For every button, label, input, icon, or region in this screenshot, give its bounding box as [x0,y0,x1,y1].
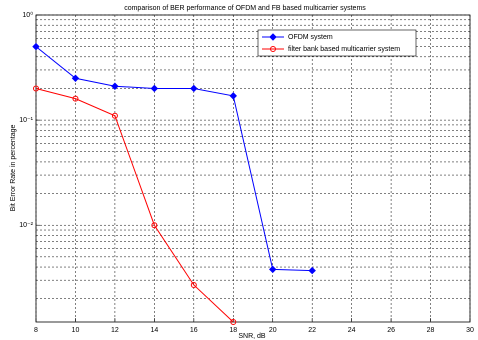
chart-title: comparison of BER performance of OFDM an… [124,5,366,12]
x-tick-label: 24 [348,327,356,334]
x-tick-label: 16 [190,327,198,334]
data-point [72,95,79,102]
x-tick-label: 30 [466,327,474,334]
data-point [190,281,197,288]
legend-box [257,29,417,57]
x-tick-label: 18 [229,327,237,334]
x-tick-label: 26 [387,327,395,334]
y-tick-label: 10⁰ [22,11,33,19]
y-tick-label: 10⁻² [19,222,33,229]
data-point [151,222,158,229]
y-axis-label: Bit Error Rate in percentage [10,125,17,212]
data-point [33,85,39,92]
data-point [230,319,237,325]
legend-marker [270,46,276,52]
data-point [269,265,277,274]
series-line [35,87,234,323]
data-point [71,74,80,82]
x-tick-label: 10 [72,327,80,334]
legend-marker [269,33,277,41]
x-tick-label: 20 [269,327,277,334]
x-tick-label: 12 [111,327,119,334]
x-tick-label: 14 [150,327,158,334]
data-point [308,266,316,275]
legend-label: filter bank based multicarrier system [288,46,400,53]
x-tick-label: 22 [308,327,316,334]
x-axis-label: SNR, dB [238,333,266,340]
data-point [111,112,118,119]
x-tick-label: 28 [427,327,435,334]
data-point [150,84,159,93]
series-line [35,46,313,272]
plot-frame [35,14,471,323]
legend-label: OFDM system [288,34,333,41]
y-tick-label: 10⁻¹ [19,117,33,124]
x-tick-label: 8 [34,327,38,334]
data-point [32,42,40,51]
data-point [111,82,119,90]
data-point [190,84,198,93]
data-point [229,92,237,100]
